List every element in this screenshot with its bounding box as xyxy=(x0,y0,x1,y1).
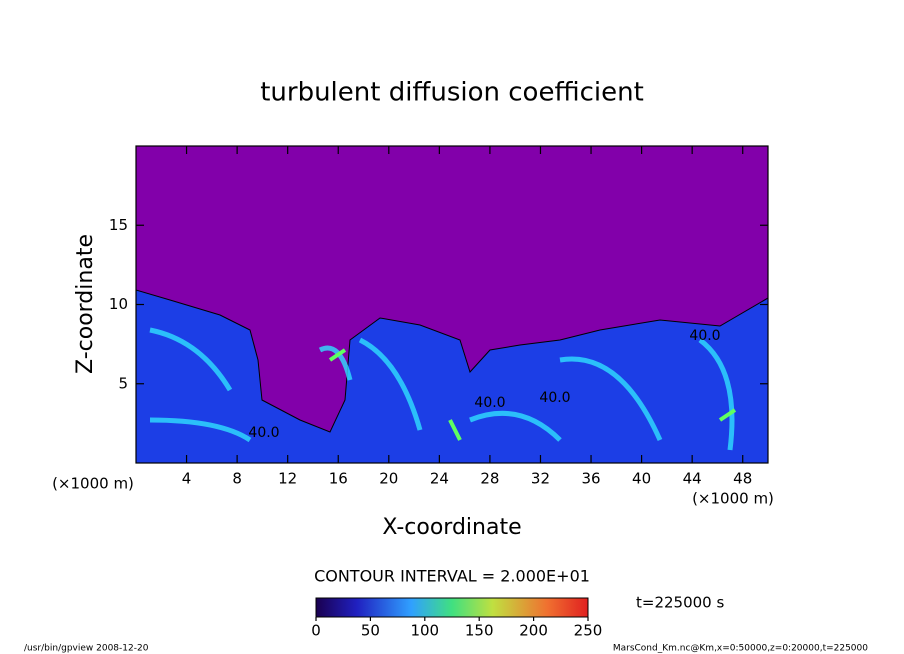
field xyxy=(136,146,768,463)
x-tick-label: 44 xyxy=(683,470,702,488)
x-tick-label: 40 xyxy=(632,470,651,488)
x-tick-label: 8 xyxy=(232,470,242,488)
colorbar-tick-label: 50 xyxy=(361,622,380,640)
colorbar xyxy=(315,597,589,618)
footer: /usr/bin/gpview 2008-12-20 xyxy=(24,644,149,654)
x-tick-label: 16 xyxy=(329,470,348,488)
x-tick-label: 20 xyxy=(379,470,398,488)
field-streak xyxy=(328,348,737,441)
colorbar-tick-label: 150 xyxy=(465,622,494,640)
contour-label: 40.0 xyxy=(474,395,505,411)
contour-label: 40.0 xyxy=(248,425,279,441)
colorbar-tick-label: 200 xyxy=(519,622,548,640)
colorbar-tick-label: 100 xyxy=(410,622,439,640)
footer: MarsCond_Km.nc@Km,x=0:50000,z=0:20000,t=… xyxy=(613,644,868,654)
chart-title: turbulent diffusion coefficient xyxy=(260,78,644,108)
y-tick-label: 15 xyxy=(109,216,128,234)
time-label: t=225000 s xyxy=(636,594,724,612)
field-region xyxy=(136,289,768,463)
x-tick-label: 12 xyxy=(278,470,297,488)
x-tick-label: 36 xyxy=(581,470,600,488)
x-tick-label: 48 xyxy=(733,470,752,488)
x-tick-label: 32 xyxy=(531,470,550,488)
x-tick-label: 4 xyxy=(182,470,192,488)
x-tick-label: 24 xyxy=(430,470,449,488)
field-streak xyxy=(149,327,735,451)
x-axis-title: X-coordinate xyxy=(382,515,521,540)
x-tick-label: 28 xyxy=(480,470,499,488)
y-tick-label: 5 xyxy=(118,374,128,392)
contour-interval: CONTOUR INTERVAL = 2.000E+01 xyxy=(314,567,590,586)
y-axis-title: Z-coordinate xyxy=(73,234,98,374)
contour-label: 40.0 xyxy=(689,328,720,344)
colorbar-tick-label: 0 xyxy=(311,622,321,640)
colorbar-tick-label: 250 xyxy=(574,622,603,640)
x-unit: (×1000 m) xyxy=(692,490,774,508)
x-unit: (×1000 m) xyxy=(52,475,134,493)
contour-label: 40.0 xyxy=(539,390,570,406)
y-tick-label: 10 xyxy=(109,295,128,313)
